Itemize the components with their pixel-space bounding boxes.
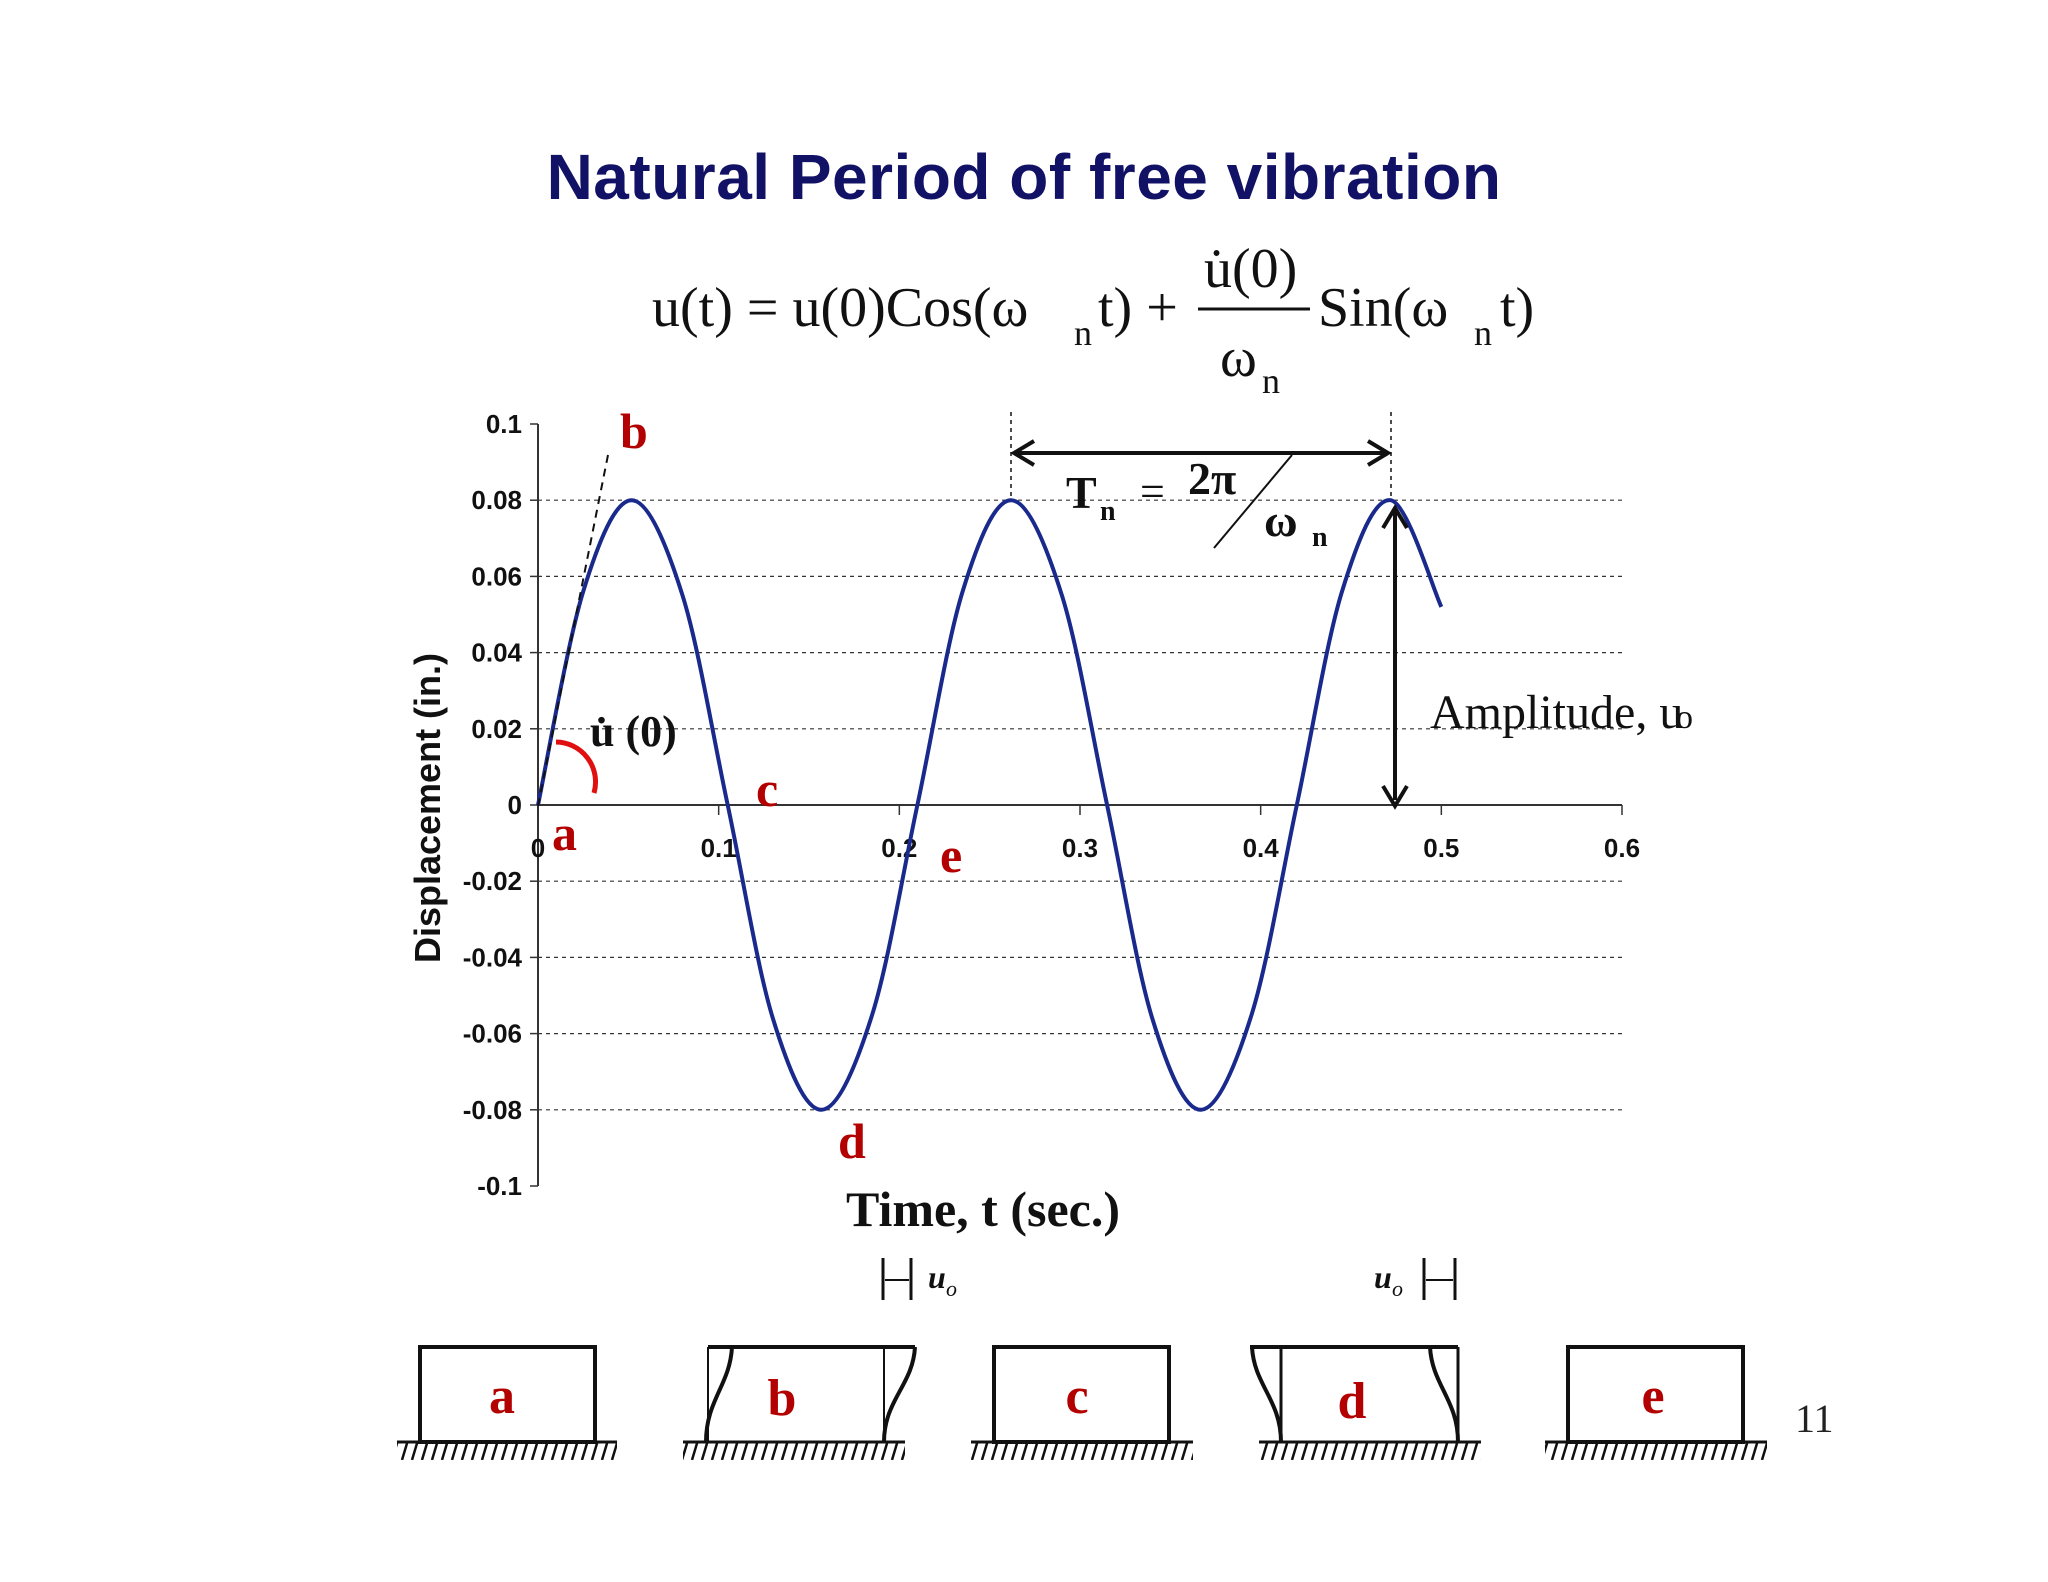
y-tick-label: -0.08 <box>463 1095 522 1125</box>
point-label-d: d <box>838 1113 866 1169</box>
period-arrow-right-head <box>1366 439 1392 467</box>
x-tick-label: 0.6 <box>1604 833 1640 863</box>
x-tick-label: 0.5 <box>1423 833 1459 863</box>
period-omega: ω <box>1264 495 1298 546</box>
y-tick-label: 0 <box>508 790 522 820</box>
slide-title: Natural Period of free vibration <box>546 141 1502 213</box>
x-tick-label: 0 <box>531 833 545 863</box>
displacement-series-line <box>536 498 1444 1112</box>
formula-sub-n-1: n <box>1074 313 1092 353</box>
point-label-c: c <box>756 761 778 817</box>
y-tick-label: -0.1 <box>477 1171 522 1201</box>
ground-c <box>971 1442 1193 1460</box>
period-T-sub: n <box>1100 496 1116 527</box>
initial-velocity-arc <box>555 739 599 794</box>
period-T: T <box>1066 467 1097 518</box>
frame-e: e <box>1545 1345 1767 1460</box>
axes <box>530 423 1623 1187</box>
point-label-b: b <box>620 403 648 459</box>
period-marker: T n = 2π ω n <box>1010 412 1392 553</box>
tick-labels: 0.1 0.08 0.06 0.04 0.02 0 -0.02 -0.04 -0.06 -0.08… <box>463 409 1640 1201</box>
ground-b <box>683 1442 905 1460</box>
y-tick-label: 0.02 <box>471 714 522 744</box>
frame-c: c <box>971 1345 1193 1460</box>
period-fraction-slash <box>1213 454 1293 549</box>
y-tick-label: 0.1 <box>486 409 522 439</box>
period-omega-sub: n <box>1312 522 1328 553</box>
formula-sub-n-2: n <box>1262 361 1280 401</box>
y-tick-label: -0.04 <box>463 942 523 972</box>
formula-numerator: u̇(0) <box>1204 238 1297 300</box>
ground-a <box>397 1442 617 1460</box>
period-arrow-left-head <box>1010 439 1036 467</box>
frame-col-right-b <box>882 1346 917 1443</box>
point-label-e: e <box>940 827 962 883</box>
period-2pi: 2π <box>1188 453 1236 504</box>
y-tick-label: 0.08 <box>471 485 522 515</box>
page-number: 11 <box>1795 1396 1834 1441</box>
frame-d: d <box>1250 1345 1481 1460</box>
frame-col-left-b <box>704 1346 734 1443</box>
frame-label-b: b <box>768 1370 797 1427</box>
amplitude-marker: Amplitude, u o <box>1381 504 1693 810</box>
x-tick-label: 0.1 <box>701 833 737 863</box>
frame-col-left-d <box>1250 1346 1283 1443</box>
frame-a: a <box>397 1345 617 1460</box>
uo-d-label-sub: o <box>1392 1276 1403 1301</box>
x-tick-label: 0.4 <box>1243 833 1280 863</box>
formula-denominator: ω <box>1220 327 1257 389</box>
amplitude-arrow-bottom-head <box>1381 784 1409 810</box>
amplitude-arrow-top-head <box>1381 504 1409 530</box>
formula-lhs: u(t) = u(0)Cos(ω <box>652 277 1028 339</box>
frame-box-e <box>1566 1345 1745 1444</box>
frame-label-c: c <box>1065 1368 1088 1425</box>
initial-slope-tangent <box>537 454 609 807</box>
x-tick-label: 0.3 <box>1062 833 1098 863</box>
frame-b: b <box>683 1345 917 1460</box>
ground-e <box>1545 1442 1767 1460</box>
y-tick-label: -0.02 <box>463 866 522 896</box>
amplitude-label: Amplitude, u <box>1430 686 1683 739</box>
uo-d-label: u <box>1374 1259 1392 1295</box>
frame-col-right-d <box>1428 1346 1460 1443</box>
initial-velocity-label: u̇ (0) <box>590 707 677 756</box>
ground-d <box>1259 1442 1481 1460</box>
uo-b-label: u <box>928 1259 946 1295</box>
period-equals: = <box>1140 467 1165 516</box>
formula: u(t) = u(0)Cos(ω n t) + u̇(0) ω n Sin(ω … <box>652 238 1534 401</box>
y-tick-label: 0.06 <box>471 561 522 591</box>
formula-sub-n-3: n <box>1474 313 1492 353</box>
frame-box-c <box>992 1345 1171 1444</box>
uo-dimension-d: u o <box>1374 1258 1457 1301</box>
formula-t-plus: t) + <box>1098 277 1178 339</box>
y-tick-label: -0.06 <box>463 1019 522 1049</box>
uo-b-label-sub: o <box>946 1276 957 1301</box>
frame-box-a <box>418 1345 597 1444</box>
uo-dimension-b: u o <box>881 1258 957 1301</box>
frame-label-e: e <box>1641 1368 1664 1425</box>
x-axis-label: Time, t (sec.) <box>846 1181 1120 1237</box>
formula-sin-part: Sin(ω <box>1318 277 1448 339</box>
formula-t-close: t) <box>1500 277 1534 339</box>
frame-label-d: d <box>1338 1373 1367 1430</box>
y-axis-label: Displacement (in.) <box>407 653 448 963</box>
amplitude-label-sub: o <box>1676 699 1693 736</box>
point-label-a: a <box>552 805 577 861</box>
frame-label-a: a <box>489 1368 515 1425</box>
y-tick-label: 0.04 <box>471 638 522 668</box>
